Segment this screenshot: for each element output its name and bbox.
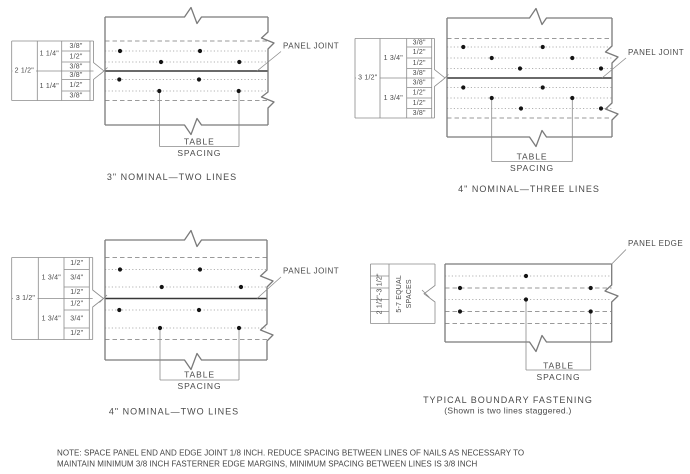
label-backing xyxy=(356,72,380,84)
sub-dim-label: 3/8" xyxy=(69,63,82,70)
panel-outline xyxy=(104,229,274,371)
overall-dim-label: 3 1/2" xyxy=(16,295,36,302)
panel-outline xyxy=(104,6,275,136)
note-block: NOTE: SPACE PANEL END AND EDGE JOINT 1/8… xyxy=(57,449,524,469)
diagram-4in-nominal-two-lines: 3 1/2" 1 3/4" 1 3/4" 1/2" 3/4" 1/2" 1/2"… xyxy=(11,229,339,417)
sub-dim-label: 1/2" xyxy=(69,82,82,89)
panel-joint-label: PANEL JOINT xyxy=(628,48,684,57)
range-dim-label: 2 1/2"-3 1/2" xyxy=(376,273,383,314)
equal-spaces-label: 5-7 EQUAL xyxy=(396,275,403,313)
table-spacing-label: SPACING xyxy=(178,381,222,391)
half-dim-label: 1 3/4" xyxy=(42,316,62,323)
table-spacing-label: TABLE xyxy=(184,137,215,147)
sub-dim-label: 1/2" xyxy=(413,49,426,56)
equal-spaces-label: SPACES xyxy=(406,279,413,308)
dimension-lines xyxy=(11,257,282,381)
table-spacing-label: SPACING xyxy=(177,148,221,158)
table-spacing-label: TABLE xyxy=(517,152,548,162)
sub-dim-label: 1/2" xyxy=(70,330,83,337)
margin-lines-dashed xyxy=(445,287,612,324)
nail-dots xyxy=(117,267,244,331)
sub-dim-label: 1/2" xyxy=(413,89,426,96)
sub-dim-label: 1/2" xyxy=(69,53,82,60)
sub-dim-label: 3/8" xyxy=(413,79,426,86)
dimension-lines xyxy=(370,249,627,371)
diagram-3in-nominal-two-lines: 2 1/2" 1 1/4" 1 1/4" 3/8" 1/2" 3/8" 3/8"… xyxy=(11,6,339,182)
diagram-caption: TYPICAL BOUNDARY FASTENING xyxy=(423,395,593,405)
panel-outline xyxy=(446,7,619,148)
sub-dim-label: 3/4" xyxy=(70,316,83,323)
note-line: MAINTAIN MINIMUM 3/8 INCH FASTERNER EDGE… xyxy=(57,459,477,468)
table-spacing-label: SPACING xyxy=(537,372,581,382)
panel-joint-label: PANEL JOINT xyxy=(283,267,339,276)
sub-dim-label: 3/4" xyxy=(70,275,83,282)
nail-dots xyxy=(457,273,593,314)
sub-dim-label: 3/8" xyxy=(69,43,82,50)
nail-dots xyxy=(461,44,604,111)
panel-edge-label: PANEL EDGE xyxy=(628,239,683,248)
margin-lines-dashed xyxy=(447,38,612,119)
sub-dim-label: 1/2" xyxy=(413,100,426,107)
note-line: NOTE: SPACE PANEL END AND EDGE JOINT 1/8… xyxy=(57,449,524,458)
sub-dim-label: 1/2" xyxy=(70,260,83,267)
diagram-caption: 4" NOMINAL—TWO LINES xyxy=(109,407,239,417)
half-dim-label: 1 1/4" xyxy=(40,83,60,90)
half-dim-label: 1 3/4" xyxy=(384,55,404,62)
diagram-subcaption: (Shown is two lines staggered.) xyxy=(444,406,571,416)
half-dim-label: 1 3/4" xyxy=(384,95,404,102)
diagram-4in-nominal-three-lines: 3 1/2" 1 3/4" 1 3/4" 3/8" 1/2" 1/2" 3/8"… xyxy=(354,7,684,194)
label-backing xyxy=(12,65,36,77)
table-spacing-label: SPACING xyxy=(510,163,554,173)
sub-dim-label: 1/2" xyxy=(413,60,426,67)
diagram-typical-boundary-fastening: 2 1/2"-3 1/2" 5-7 EQUAL SPACES PANEL EDG… xyxy=(370,239,683,416)
margin-lines-dashed xyxy=(105,257,267,340)
margin-lines-dashed xyxy=(105,40,268,101)
half-dim-label: 1 3/4" xyxy=(42,275,62,282)
sub-dim-label: 1/2" xyxy=(70,301,83,308)
sub-dim-label: 3/8" xyxy=(69,92,82,99)
sub-dim-label: 3/8" xyxy=(413,70,426,77)
diagram-caption: 3" NOMINAL—TWO LINES xyxy=(107,172,237,182)
half-dim-label: 1 1/4" xyxy=(40,50,60,57)
overall-dim-label: 3 1/2" xyxy=(358,75,378,82)
panel-outline xyxy=(444,263,619,353)
dimension-lines xyxy=(11,40,282,147)
diagram-caption: 4" NOMINAL—THREE LINES xyxy=(458,184,600,194)
sub-dim-label: 3/8" xyxy=(69,72,82,79)
overall-dim-label: 2 1/2" xyxy=(15,68,35,75)
panel-joint-label: PANEL JOINT xyxy=(283,42,339,51)
nail-lines-dotted xyxy=(445,275,612,300)
sub-dim-label: 3/8" xyxy=(413,39,426,46)
nail-lines-dotted xyxy=(447,46,612,109)
dimension-lines xyxy=(354,38,627,162)
sub-dim-label: 3/8" xyxy=(413,110,426,117)
label-backing xyxy=(13,293,38,304)
table-spacing-label: TABLE xyxy=(543,361,574,371)
sub-dim-label: 1/2" xyxy=(70,289,83,296)
table-spacing-label: TABLE xyxy=(184,370,215,380)
nail-dots xyxy=(117,48,242,94)
